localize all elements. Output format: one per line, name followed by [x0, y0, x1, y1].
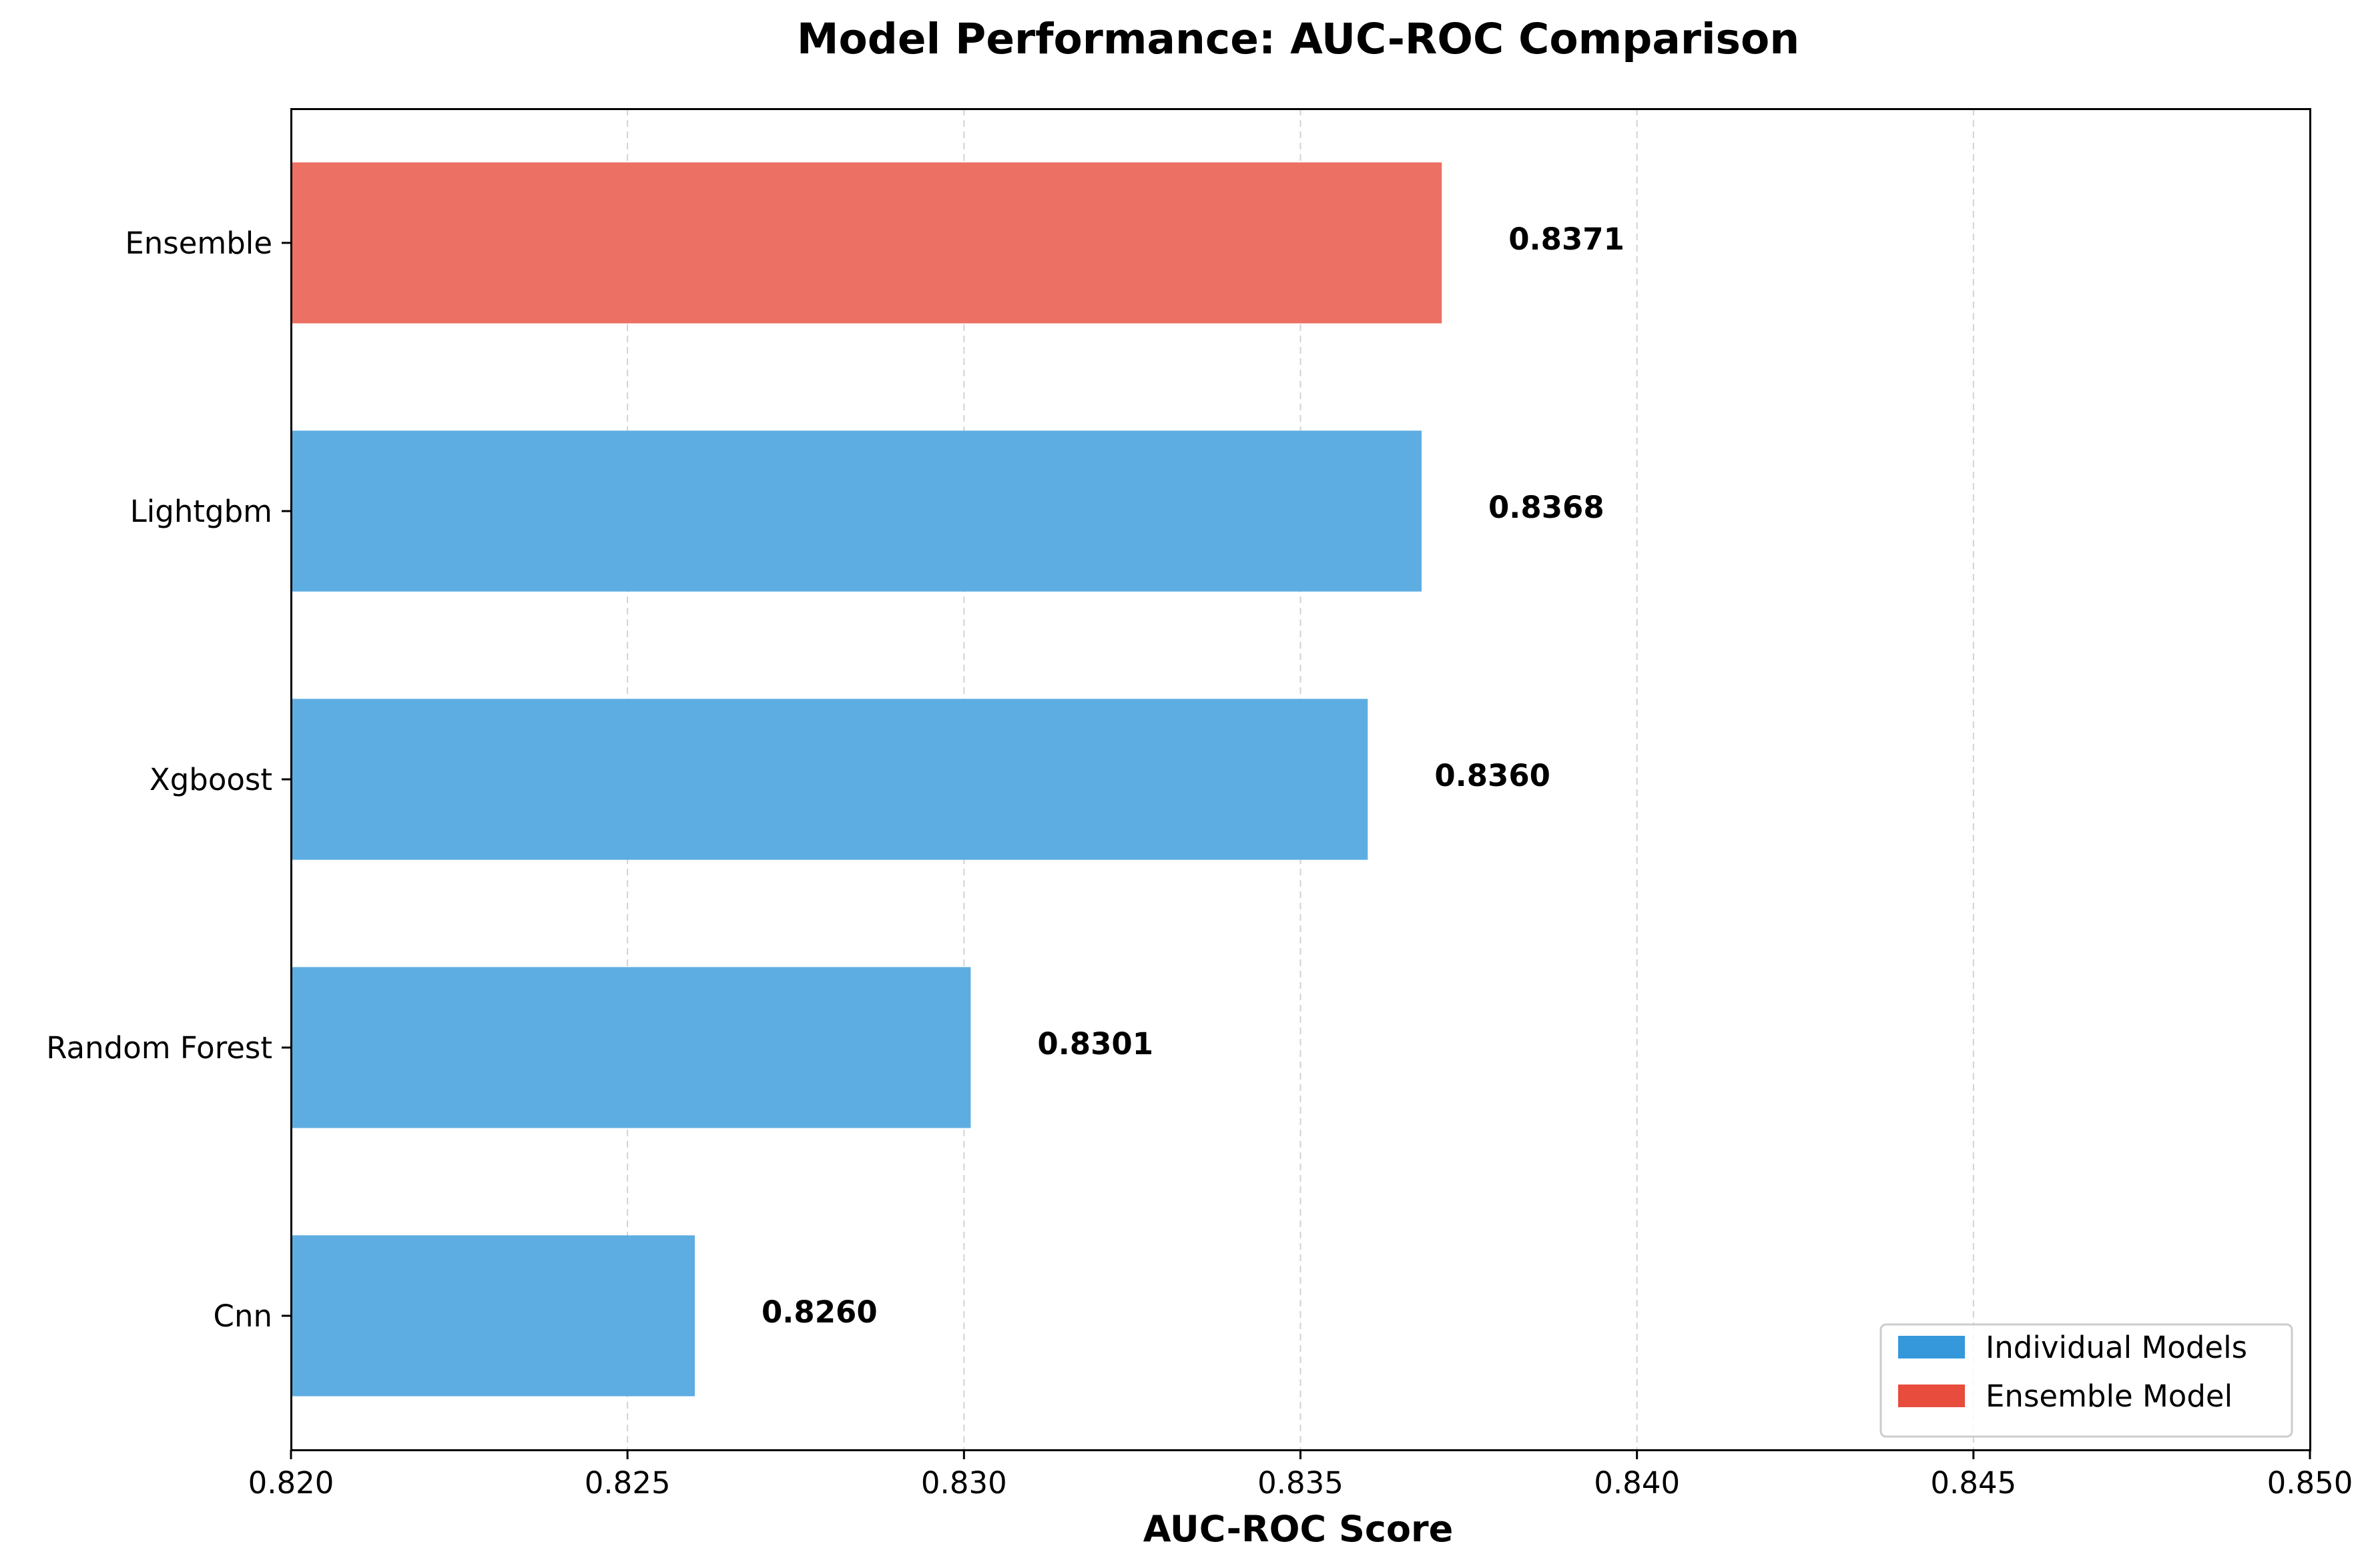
bar-cnn: [291, 1235, 695, 1397]
value-label: 0.8260: [762, 1294, 878, 1330]
legend-items: Individual Models Ensemble Model: [1898, 1330, 2247, 1414]
y-tick-label: Cnn: [214, 1298, 272, 1334]
tick-layer: 0.820 0.825 0.830 0.835 0.840 0.845 0.850 Ensem…: [46, 226, 2353, 1501]
legend-swatch-individual-models: [1898, 1336, 1965, 1358]
y-tick-label: Lightgbm: [130, 494, 272, 529]
bar-lightgbm: [291, 430, 1422, 592]
x-tick-label: 0.845: [1930, 1465, 2016, 1501]
legend-label: Ensemble Model: [1986, 1379, 2233, 1414]
x-tick-label: 0.820: [248, 1465, 334, 1501]
bar-ensemble: [291, 162, 1442, 324]
x-tick-label: 0.830: [921, 1465, 1007, 1501]
x-axis-label: AUC-ROC Score: [1143, 1508, 1453, 1550]
label-layer: 0.8371 0.8368 0.8360 0.8301 0.8260: [762, 222, 1624, 1330]
bar-random-forest: [291, 967, 971, 1128]
chart-title: Model Performance: AUC-ROC Comparison: [797, 15, 1799, 63]
legend-swatch-ensemble-model: [1898, 1385, 1965, 1407]
bar-layer: [291, 162, 1442, 1397]
value-label: 0.8371: [1508, 222, 1624, 257]
x-tick-label: 0.840: [1594, 1465, 1680, 1501]
legend-frame: [1879, 1323, 2293, 1438]
bar-xgboost: [291, 699, 1368, 860]
x-tick-label: 0.825: [585, 1465, 671, 1501]
x-tick-label: 0.835: [1257, 1465, 1344, 1501]
legend-label: Individual Models: [1986, 1330, 2247, 1365]
value-label: 0.8360: [1434, 758, 1550, 793]
legend: Individual Models Ensemble Model: [1879, 1323, 2293, 1438]
y-tick-label: Ensemble: [125, 226, 272, 261]
y-tick-label: Random Forest: [46, 1030, 272, 1066]
x-tick-label: 0.850: [2267, 1465, 2353, 1501]
y-tick-label: Xgboost: [150, 762, 272, 797]
value-label: 0.8301: [1037, 1026, 1153, 1062]
value-label: 0.8368: [1488, 490, 1604, 525]
